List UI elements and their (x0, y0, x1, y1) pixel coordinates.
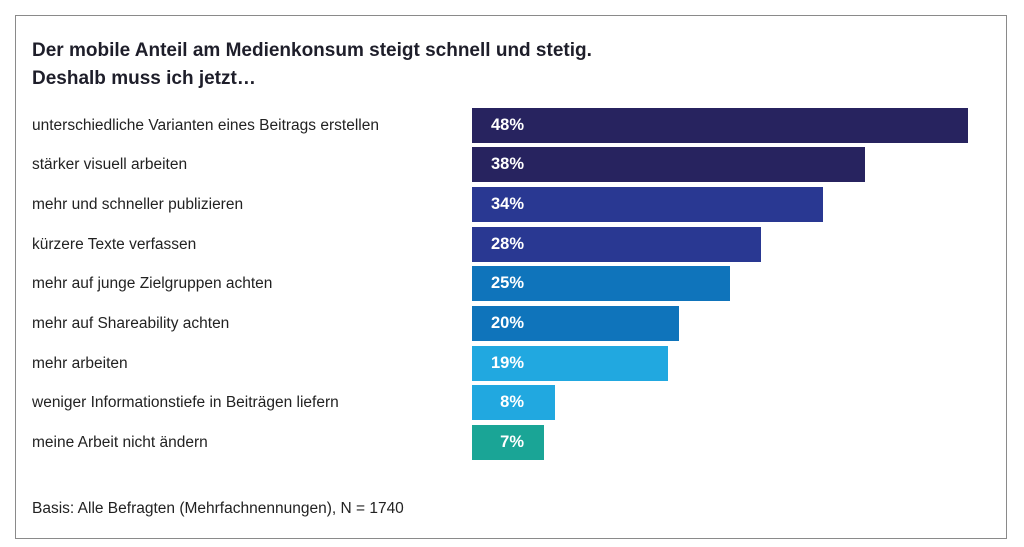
data-label: 20% (490, 314, 524, 332)
data-label: 48% (490, 116, 524, 134)
bar (472, 108, 968, 143)
bar (472, 147, 865, 182)
category-label: mehr arbeiten (32, 355, 128, 372)
data-label: 28% (490, 235, 524, 253)
title-line-2: Deshalb muss ich jetzt… (32, 68, 256, 89)
category-label: weniger Informationstiefe in Beiträgen l… (32, 394, 339, 411)
data-label: 34% (490, 195, 524, 213)
bar (472, 425, 545, 460)
category-label: kürzere Texte verfassen (32, 236, 197, 253)
bar (472, 346, 669, 381)
data-label: 19% (490, 354, 524, 372)
bar (472, 306, 679, 341)
category-label: unterschiedliche Varianten eines Beitrag… (32, 117, 379, 134)
category-label: mehr auf junge Zielgruppen achten (32, 275, 273, 292)
category-label: mehr und schneller publizieren (32, 196, 244, 213)
data-label: 25% (490, 274, 524, 292)
data-label: 7% (500, 433, 524, 451)
bar (472, 227, 762, 262)
bar (472, 187, 824, 222)
title-line-1: Der mobile Anteil am Medienkonsum steigt… (32, 40, 592, 61)
data-label: 38% (490, 155, 524, 173)
bar (472, 385, 555, 420)
data-label: 8% (500, 393, 524, 411)
chart-title: Der mobile Anteil am Medienkonsum steigt… (32, 37, 592, 93)
category-label: mehr auf Shareability achten (32, 315, 230, 332)
bar (472, 266, 731, 301)
category-label: meine Arbeit nicht ändern (32, 434, 208, 451)
footnote: Basis: Alle Befragten (Mehrfachnennungen… (32, 500, 404, 517)
chart-frame (15, 15, 1007, 539)
category-label: stärker visuell arbeiten (32, 156, 188, 173)
